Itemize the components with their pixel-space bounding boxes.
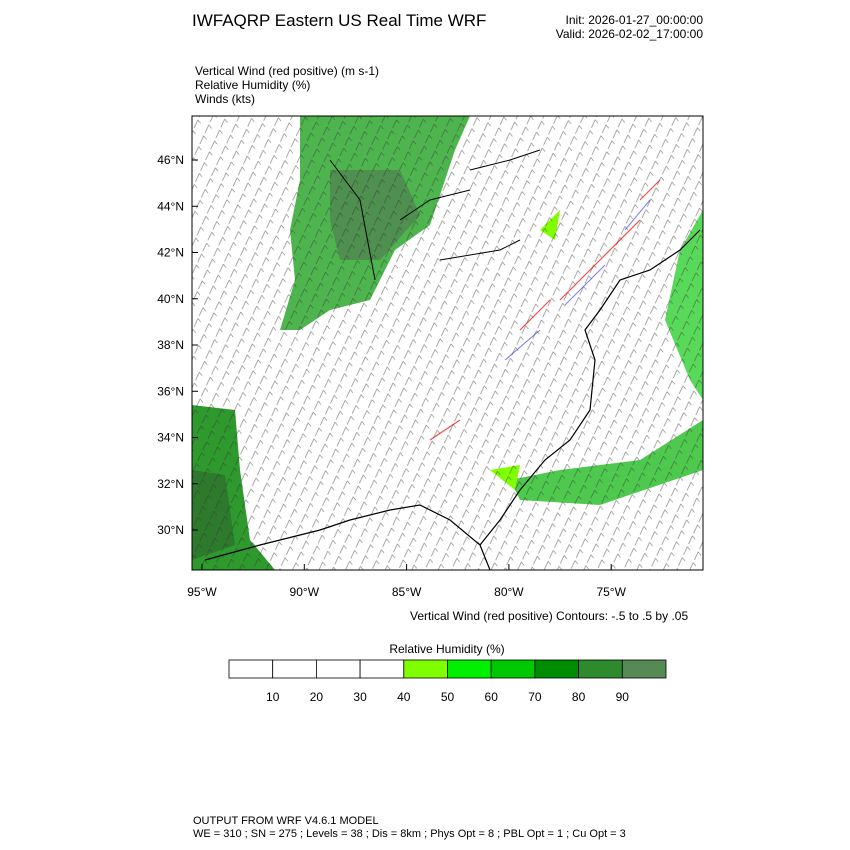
colorbar-label: 10 [266,690,280,704]
colorbar-box [359,659,405,679]
colorbar-box [534,659,580,679]
lon-label: 75°W [596,585,626,599]
lon-label: 85°W [392,585,422,599]
lat-label: 38°N [157,338,184,352]
lat-label: 36°N [157,384,184,398]
lon-label: 95°W [187,585,217,599]
colorbar-label: 50 [441,690,455,704]
lon-label: 90°W [290,585,320,599]
lat-label: 32°N [157,477,184,491]
colorbar-label: 90 [616,690,630,704]
lat-label: 40°N [157,292,184,306]
init-time: Init: 2026-01-27_00:00:00 [566,13,704,27]
lat-label: 30°N [157,523,184,537]
valid-time: Valid: 2026-02-02_17:00:00 [556,27,704,41]
colorbar-box [621,659,667,679]
field-label: Relative Humidity (%) [195,78,310,92]
lat-label: 44°N [157,199,184,213]
colorbar-label: 80 [572,690,586,704]
lat-label: 46°N [157,153,184,167]
colorbar-box [490,659,536,679]
colorbar-box [403,659,448,679]
colorbar-label: 30 [353,690,367,704]
colorbar-label: 70 [528,690,542,704]
colorbar-box [315,659,361,679]
map-frame [191,115,704,571]
colorbar-box [578,659,623,679]
map [192,116,703,570]
colorbar-title: Relative Humidity (%) [389,642,504,656]
footer-line: OUTPUT FROM WRF V4.6.1 MODEL [193,815,379,827]
lon-label: 80°W [494,585,524,599]
colorbar-box [272,659,317,679]
colorbar-box [447,659,492,679]
lat-label: 42°N [157,246,184,260]
colorbar-label: 60 [485,690,499,704]
footer-line: WE = 310 ; SN = 275 ; Levels = 38 ; Dis … [193,828,626,840]
field-label: Vertical Wind (red positive) (m s-1) [195,64,379,78]
colorbar-label: 40 [397,690,411,704]
colorbar-label: 20 [310,690,324,704]
title: IWFAQRP Eastern US Real Time WRF [192,11,486,30]
field-label: Winds (kts) [195,92,255,106]
colorbar-box [228,659,274,679]
lat-label: 34°N [157,431,184,445]
contour-note: Vertical Wind (red positive) Contours: -… [410,609,688,623]
